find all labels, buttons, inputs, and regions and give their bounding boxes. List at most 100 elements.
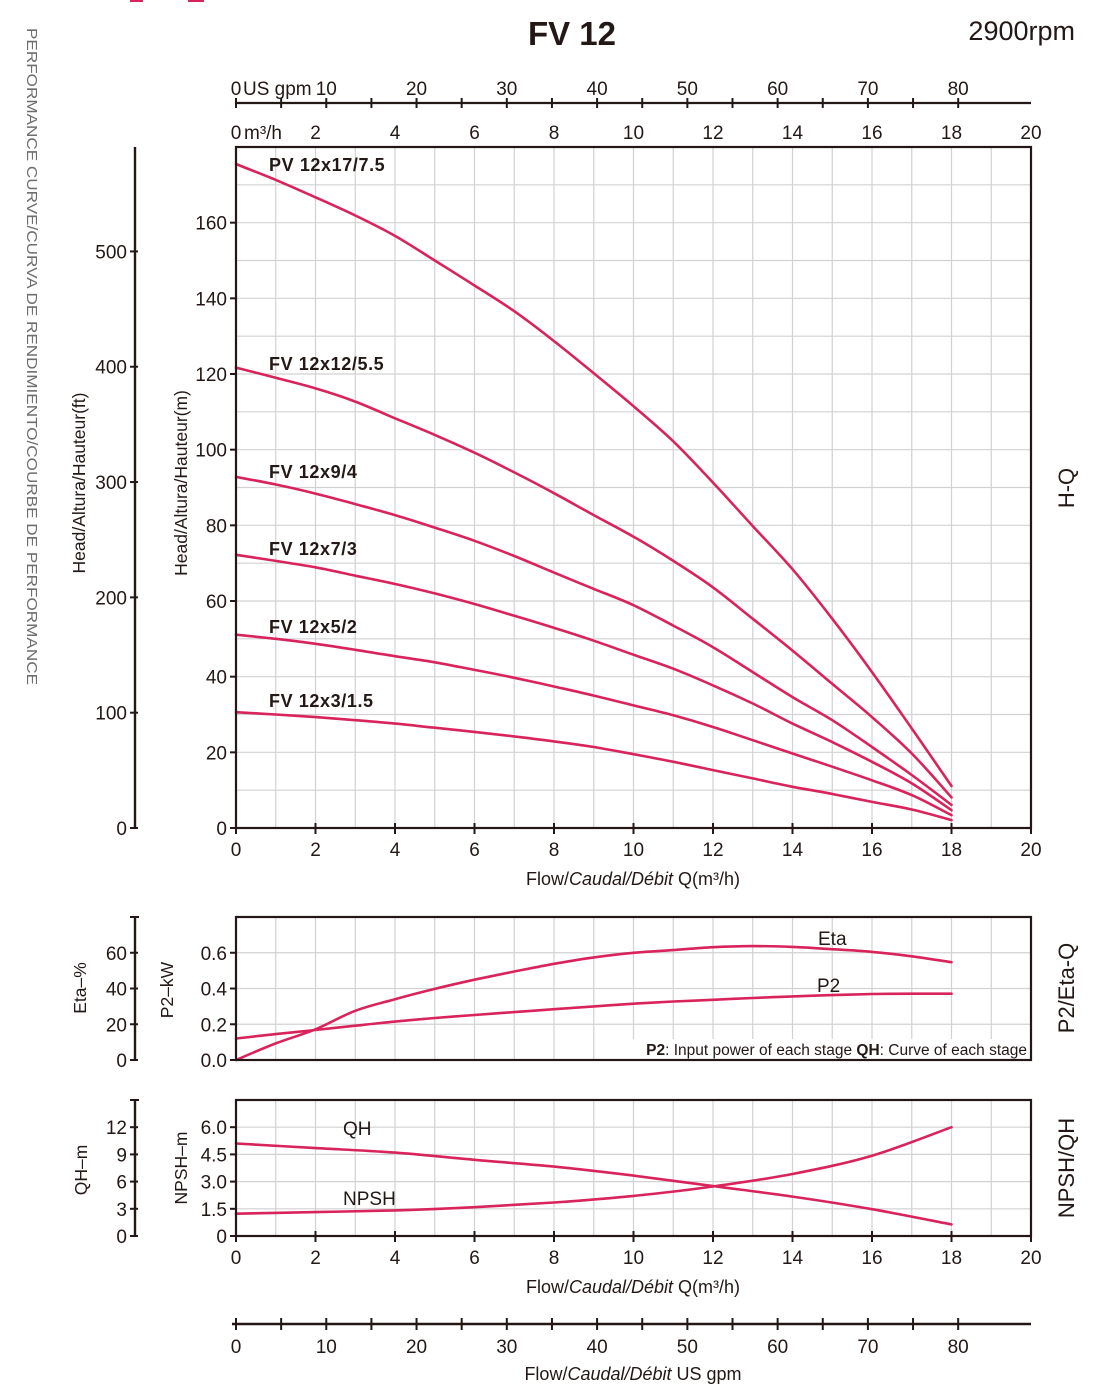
curve-label: P2 bbox=[817, 976, 840, 997]
top-m3h-tick-label: 10 bbox=[623, 123, 644, 144]
top-gpm-tick-label: 0 bbox=[231, 79, 242, 100]
y-tick-label: 3.0 bbox=[201, 1173, 227, 1194]
x-axis-title-part: Caudal/Débit bbox=[569, 869, 674, 889]
secondary-y-tick-label: 6 bbox=[116, 1173, 127, 1194]
y-tick-label: 4.5 bbox=[201, 1145, 227, 1166]
hq-panel-title: H-Q bbox=[1054, 468, 1079, 508]
bottom-gpm-tick-label: 40 bbox=[587, 1337, 608, 1358]
x-tick-label: 10 bbox=[623, 840, 644, 861]
x-axis-title-part: Q(m³/h) bbox=[673, 869, 740, 889]
top-gpm-tick-label: 20 bbox=[406, 79, 427, 100]
qh-axis-title: QH–m bbox=[71, 1145, 91, 1196]
curve-label: FV 12x3/1.5 bbox=[269, 691, 374, 711]
x-tick-label: 8 bbox=[549, 840, 560, 861]
x-tick-label: 12 bbox=[702, 840, 723, 861]
x-tick-label: 16 bbox=[861, 840, 882, 861]
bottom-gpm-axis: 0 10 20 30 40 50 60 70 80 Flow/Caudal/Débit US gp… bbox=[231, 1318, 1031, 1384]
grid bbox=[236, 917, 1031, 1060]
y-tick-label: 0 bbox=[216, 1227, 227, 1248]
npsh-axis-title: NPSH–m bbox=[171, 1132, 191, 1205]
bottom-gpm-tick-label: 50 bbox=[677, 1337, 698, 1358]
y-tick-label: 120 bbox=[195, 365, 227, 386]
x-tick-label: 4 bbox=[390, 840, 401, 861]
curve-label: FV 12x5/2 bbox=[269, 617, 357, 637]
side-title: PERFORMANCE CURVE/CURVA DE RENDIMIENTO/C… bbox=[23, 28, 40, 685]
legend-note-p2-key: P2 bbox=[646, 1042, 665, 1059]
secondary-y-tick-label: 300 bbox=[95, 473, 127, 494]
legend-note-p2-text: : Input power of each stage bbox=[665, 1042, 856, 1059]
curve-label: FV 12x7/3 bbox=[269, 539, 357, 559]
bottom-gpm-tick-label: 30 bbox=[496, 1337, 517, 1358]
secondary-y-tick-label: 0 bbox=[116, 1227, 127, 1248]
curve-label: NPSH bbox=[343, 1189, 396, 1210]
x-tick-label: 12 bbox=[702, 1248, 723, 1269]
curve-fv-12x5-2 bbox=[234, 633, 953, 817]
y-tick-label: 160 bbox=[195, 214, 227, 235]
top-m3h-tick-label: 18 bbox=[941, 123, 962, 144]
top-gpm-tick-label: 70 bbox=[857, 79, 878, 100]
bottom-gpm-axis-title-part: Flow/ bbox=[524, 1364, 567, 1384]
curve-label: FV 12x9/4 bbox=[269, 462, 357, 482]
header-accent-mark bbox=[188, 0, 204, 2]
top-gpm-unit-label: US gpm bbox=[243, 79, 312, 100]
x-tick-label: 2 bbox=[310, 1248, 321, 1269]
head-ft-axis-title: Head/Altura/Hauteur(ft) bbox=[69, 393, 89, 574]
top-gpm-tick-label: 30 bbox=[496, 79, 517, 100]
p2-eta-chart: P2: Input power of each stage QH: Curve … bbox=[106, 915, 1033, 1072]
y-tick-label: 140 bbox=[195, 289, 227, 310]
curve-fv-12x7-3 bbox=[234, 553, 953, 812]
x-tick-label: 0 bbox=[231, 840, 242, 861]
p2-eta-panel-title: P2/Eta-Q bbox=[1054, 943, 1079, 1033]
curve-fv-12x12-5-5 bbox=[234, 366, 953, 799]
top-m3h-unit-label: m³/h bbox=[244, 123, 282, 144]
secondary-y-tick-label: 500 bbox=[95, 242, 127, 263]
x-tick-label: 6 bbox=[469, 1248, 480, 1269]
x-axis-title-part: Caudal/Débit bbox=[569, 1277, 674, 1297]
curve-label: PV 12x17/7.5 bbox=[269, 155, 385, 175]
secondary-y-tick-label: 60 bbox=[106, 944, 127, 965]
top-m3h-tick-label: 2 bbox=[310, 123, 321, 144]
x-tick-label: 4 bbox=[390, 1248, 401, 1269]
bottom-gpm-tick-label: 10 bbox=[316, 1337, 337, 1358]
top-m3h-tick-label: 4 bbox=[390, 123, 401, 144]
top-gpm-tick-label: 50 bbox=[677, 79, 698, 100]
grid bbox=[236, 147, 1031, 828]
x-tick-label: 20 bbox=[1020, 1248, 1041, 1269]
secondary-y-tick-label: 0 bbox=[116, 1051, 127, 1072]
x-tick-label: 2 bbox=[310, 840, 321, 861]
curve-eta bbox=[234, 944, 953, 1062]
curve-fv-12x3-1-5 bbox=[234, 710, 953, 822]
x-axis-title-part: Flow/ bbox=[526, 1277, 569, 1297]
secondary-y-tick-label: 0 bbox=[116, 819, 127, 840]
bottom-gpm-axis-title-part: US gpm bbox=[672, 1364, 742, 1384]
npsh-qh-panel-title: NPSH/QH bbox=[1054, 1118, 1079, 1218]
head-m-axis-title: Head/Altura/Hauteur(m) bbox=[171, 390, 191, 576]
top-m3h-tick-label: 6 bbox=[469, 123, 480, 144]
top-m3h-tick-label: 16 bbox=[861, 123, 882, 144]
eta-axis-title: Eta–% bbox=[70, 962, 90, 1014]
secondary-y-tick-label: 40 bbox=[106, 980, 127, 1001]
curve-p2 bbox=[234, 992, 953, 1040]
curve-label: FV 12x12/5.5 bbox=[269, 354, 384, 374]
y-tick-label: 20 bbox=[206, 743, 227, 764]
y-tick-label: 0.0 bbox=[201, 1051, 227, 1072]
curve-label: Eta bbox=[818, 929, 847, 950]
x-tick-label: 18 bbox=[941, 840, 962, 861]
x-tick-label: 10 bbox=[623, 1248, 644, 1269]
secondary-y-tick-label: 400 bbox=[95, 358, 127, 379]
secondary-y-tick-label: 3 bbox=[116, 1200, 127, 1221]
bottom-gpm-tick-label: 70 bbox=[857, 1337, 878, 1358]
header-accent-mark bbox=[130, 0, 143, 2]
x-axis-title-part: Flow/ bbox=[526, 869, 569, 889]
y-tick-label: 100 bbox=[195, 441, 227, 462]
legend-note-qh-key: QH bbox=[856, 1042, 879, 1059]
y-tick-label: 0.4 bbox=[201, 980, 228, 1001]
npsh-qh-chart: QH NPSH 0 1.5 3.0 4.5 6.0 0 3 6 9 12 0 2 4 6 8 10 12 14 16 18… bbox=[106, 1098, 1042, 1297]
y-tick-label: 0 bbox=[216, 819, 227, 840]
x-tick-label: 16 bbox=[861, 1248, 882, 1269]
legend-note-qh-text: : Curve of each stage bbox=[880, 1042, 1027, 1059]
x-tick-label: 0 bbox=[231, 1248, 242, 1269]
y-tick-label: 1.5 bbox=[201, 1200, 227, 1221]
